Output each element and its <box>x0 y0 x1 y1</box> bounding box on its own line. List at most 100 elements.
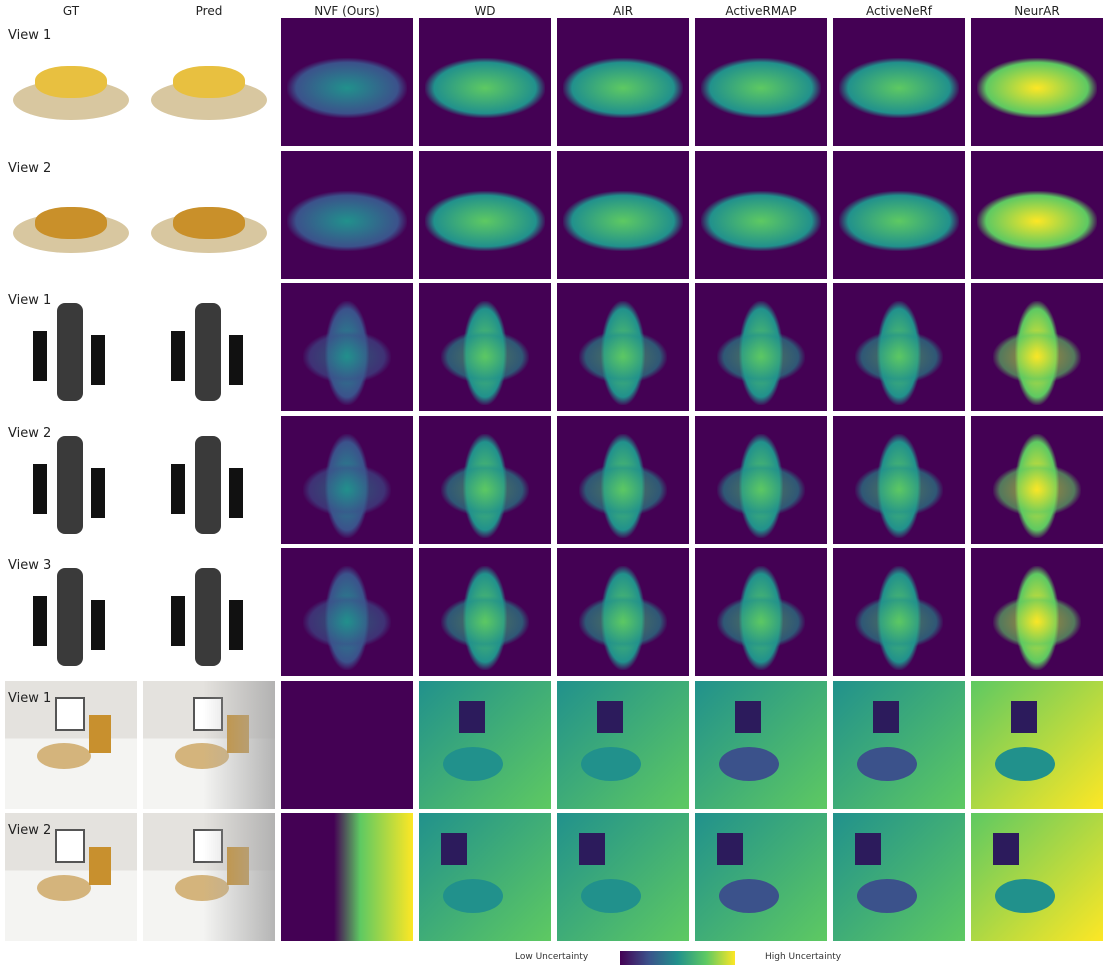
uncertainty-map <box>695 813 827 941</box>
row-label: View 1 <box>8 293 52 308</box>
column-header: NVF (Ours) <box>314 4 380 18</box>
food <box>35 66 107 98</box>
heat-region <box>581 879 641 913</box>
body <box>57 435 83 534</box>
uncertainty-map <box>281 150 413 279</box>
food <box>173 66 245 98</box>
uncertainty-map <box>695 150 827 279</box>
panel <box>229 467 243 518</box>
dark-window <box>597 700 623 733</box>
heat-region <box>855 463 943 516</box>
panel <box>91 600 105 650</box>
heat-region <box>441 596 529 648</box>
heat-region <box>995 879 1055 913</box>
heat-region <box>287 58 407 118</box>
table <box>37 875 91 901</box>
artifact <box>203 680 275 809</box>
uncertainty-map <box>557 415 689 544</box>
heat-region <box>287 190 407 251</box>
heat-region <box>443 746 503 781</box>
uncertainty-map <box>419 680 551 809</box>
heat-region <box>719 746 779 781</box>
column-header: ActiveNeRf <box>865 4 933 18</box>
body <box>57 303 83 401</box>
colorbar-low-label: Low Uncertainty <box>515 952 589 962</box>
dark-window <box>579 833 605 865</box>
heat-region <box>977 190 1097 251</box>
row-label: View 2 <box>8 823 52 838</box>
heat-region <box>581 746 641 781</box>
heat-region <box>719 879 779 913</box>
heat-region <box>701 58 821 118</box>
row-label: View 1 <box>8 690 52 706</box>
chair <box>89 714 111 753</box>
dark-window <box>873 700 899 733</box>
panel <box>229 600 243 650</box>
rendered-image <box>5 283 137 411</box>
column-header: Pred <box>195 4 223 18</box>
heat-region <box>563 58 683 118</box>
uncertainty-map <box>971 548 1103 676</box>
panel <box>229 335 243 385</box>
panel <box>171 463 185 514</box>
rendered-image <box>143 680 275 809</box>
heat-region <box>855 331 943 383</box>
dark-window <box>735 700 761 733</box>
uncertainty-map <box>557 283 689 411</box>
uncertainty-map <box>281 18 413 146</box>
heat-region <box>855 596 943 648</box>
uncertainty-map <box>833 150 965 279</box>
table <box>37 742 91 769</box>
dark-window <box>459 700 485 733</box>
uncertainty-map <box>419 150 551 279</box>
dark-window <box>993 833 1019 865</box>
rendered-image <box>143 548 275 676</box>
uncertainty-map <box>971 415 1103 544</box>
heat-region <box>717 331 805 383</box>
uncertainty-map <box>833 680 965 809</box>
uncertainty-map <box>419 813 551 941</box>
uncertainty-map <box>695 18 827 146</box>
uncertainty-map <box>281 548 413 676</box>
window <box>55 696 85 731</box>
heat-region <box>303 596 391 648</box>
uncertainty-map <box>971 680 1103 809</box>
heat-region <box>563 190 683 251</box>
window <box>55 829 85 863</box>
body <box>195 568 221 666</box>
heat-region <box>717 596 805 648</box>
heat-region <box>717 463 805 516</box>
colorbar-high-label: High Uncertainty <box>765 952 842 962</box>
body <box>195 435 221 534</box>
uncertainty-map <box>557 548 689 676</box>
column-header: ActiveRMAP <box>725 4 797 18</box>
heat-region <box>701 190 821 251</box>
colorbar <box>620 951 735 965</box>
heat-region <box>857 879 917 913</box>
uncertainty-map <box>971 18 1103 146</box>
heat-region <box>839 58 959 118</box>
uncertainty-map <box>833 548 965 676</box>
column-header: NeurAR <box>1014 4 1060 18</box>
panel <box>91 335 105 385</box>
rendered-image <box>5 548 137 676</box>
panel <box>33 596 47 646</box>
uncertainty-map <box>419 283 551 411</box>
uncertainty-map <box>971 150 1103 279</box>
rendered-image <box>143 18 275 146</box>
panel <box>171 331 185 381</box>
body <box>195 303 221 401</box>
heat-region <box>425 190 545 251</box>
row-label: View 2 <box>8 425 52 441</box>
uncertainty-map <box>971 283 1103 411</box>
heat-region <box>993 463 1081 516</box>
food <box>35 206 107 239</box>
uncertainty-map <box>419 415 551 544</box>
uncertainty-map <box>281 680 413 809</box>
uncertainty-map <box>419 18 551 146</box>
rendered-image <box>143 283 275 411</box>
heat-region <box>441 463 529 516</box>
row-label: View 2 <box>8 160 52 176</box>
panel <box>171 596 185 646</box>
